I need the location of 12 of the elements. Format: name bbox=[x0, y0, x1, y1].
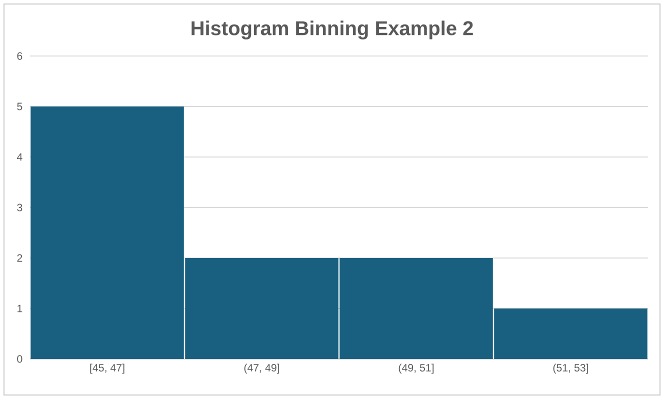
y-tick-label: 4 bbox=[16, 153, 22, 161]
y-tick-label: 1 bbox=[18, 304, 22, 312]
x-tick-label: (47, 49] bbox=[244, 364, 280, 374]
x-tick-label: [45, 47] bbox=[90, 364, 124, 374]
x-tick-label: (51, 53] bbox=[553, 364, 588, 374]
y-tick-label: 3 bbox=[17, 204, 22, 212]
y-tick-label: 5 bbox=[17, 102, 22, 110]
y-tick-label: 6 bbox=[17, 52, 22, 60]
y-tick-label: 0 bbox=[17, 355, 22, 363]
x-tick-label: (49, 51] bbox=[398, 364, 434, 374]
chart-title: Histogram Binning Example 2 bbox=[192, 20, 473, 40]
y-tick-label: 2 bbox=[17, 254, 22, 262]
